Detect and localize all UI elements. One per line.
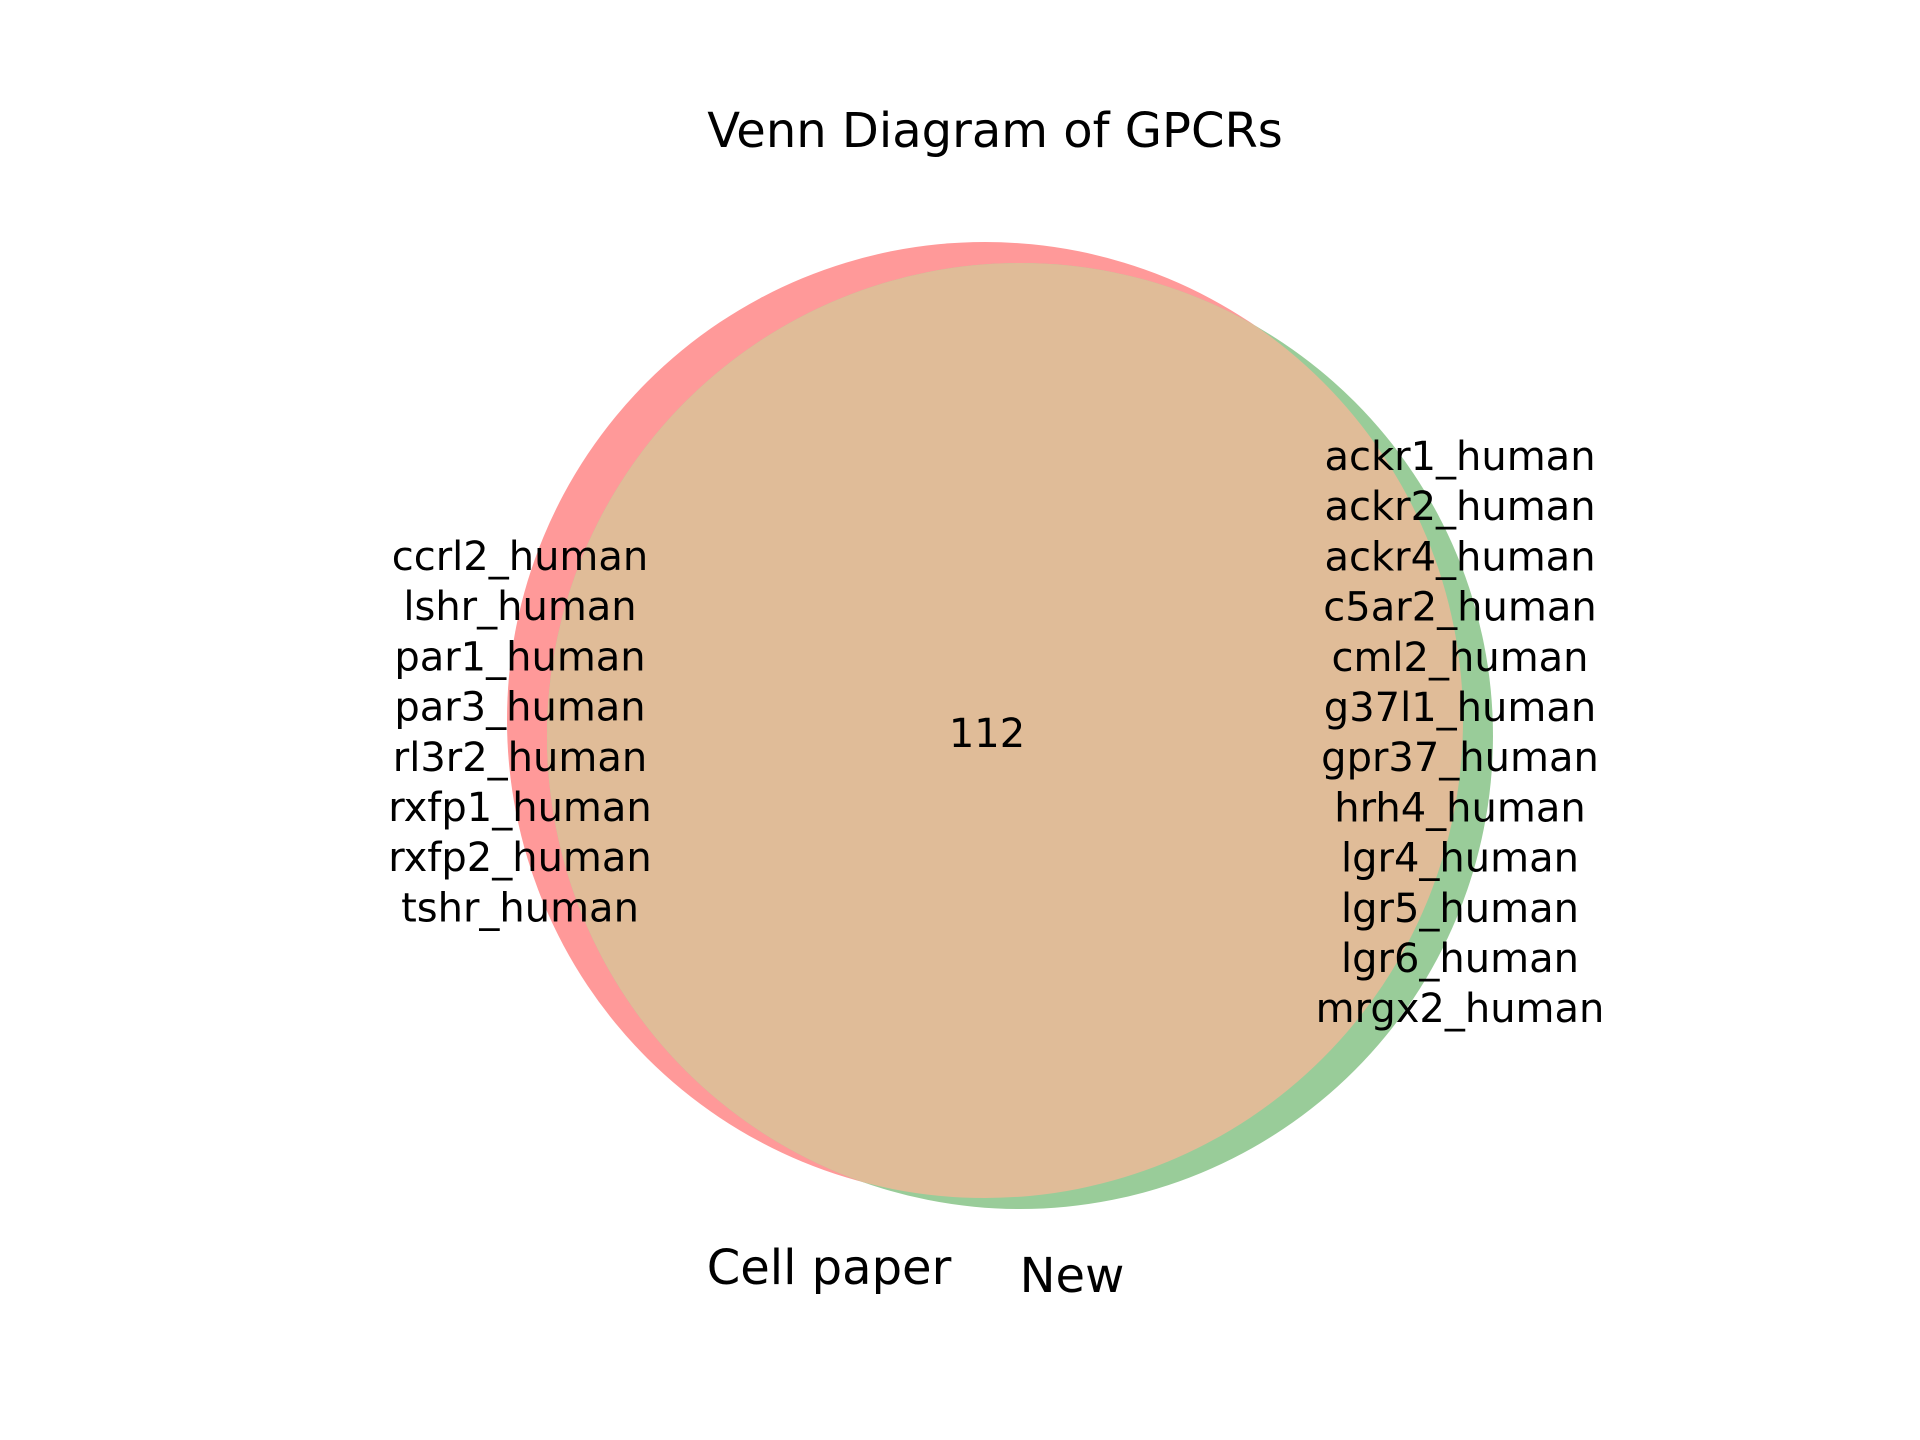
intersection-region	[547, 263, 1463, 1198]
right-set-label: New	[1020, 1248, 1125, 1304]
set-item: ccrl2_human	[392, 534, 649, 580]
set-item: rxfp2_human	[388, 835, 652, 881]
set-item: rxfp1_human	[388, 785, 652, 831]
set-item: par1_human	[394, 634, 645, 680]
set-item: g37l1_human	[1324, 685, 1596, 731]
set-item: tshr_human	[401, 885, 639, 931]
set-item: rl3r2_human	[393, 735, 647, 781]
set-item: lgr5_human	[1341, 886, 1579, 932]
intersection-count: 112	[949, 711, 1025, 757]
diagram-title: Venn Diagram of GPCRs	[707, 103, 1283, 159]
set-item: ackr4_human	[1324, 534, 1595, 580]
set-item: ackr1_human	[1324, 434, 1595, 480]
set-item: ackr2_human	[1324, 484, 1595, 530]
left-set-label: Cell paper	[707, 1240, 952, 1296]
set-item: cml2_human	[1331, 635, 1588, 681]
set-item: gpr37_human	[1321, 735, 1599, 781]
venn-circles	[507, 242, 1493, 1209]
set-item: mrgx2_human	[1316, 986, 1605, 1032]
set-item: lshr_human	[403, 584, 636, 630]
set-item: hrh4_human	[1334, 785, 1585, 831]
set-item: c5ar2_human	[1323, 585, 1596, 631]
set-item: par3_human	[394, 685, 645, 731]
set-item: lgr4_human	[1341, 836, 1579, 882]
set-item: lgr6_human	[1341, 936, 1579, 982]
